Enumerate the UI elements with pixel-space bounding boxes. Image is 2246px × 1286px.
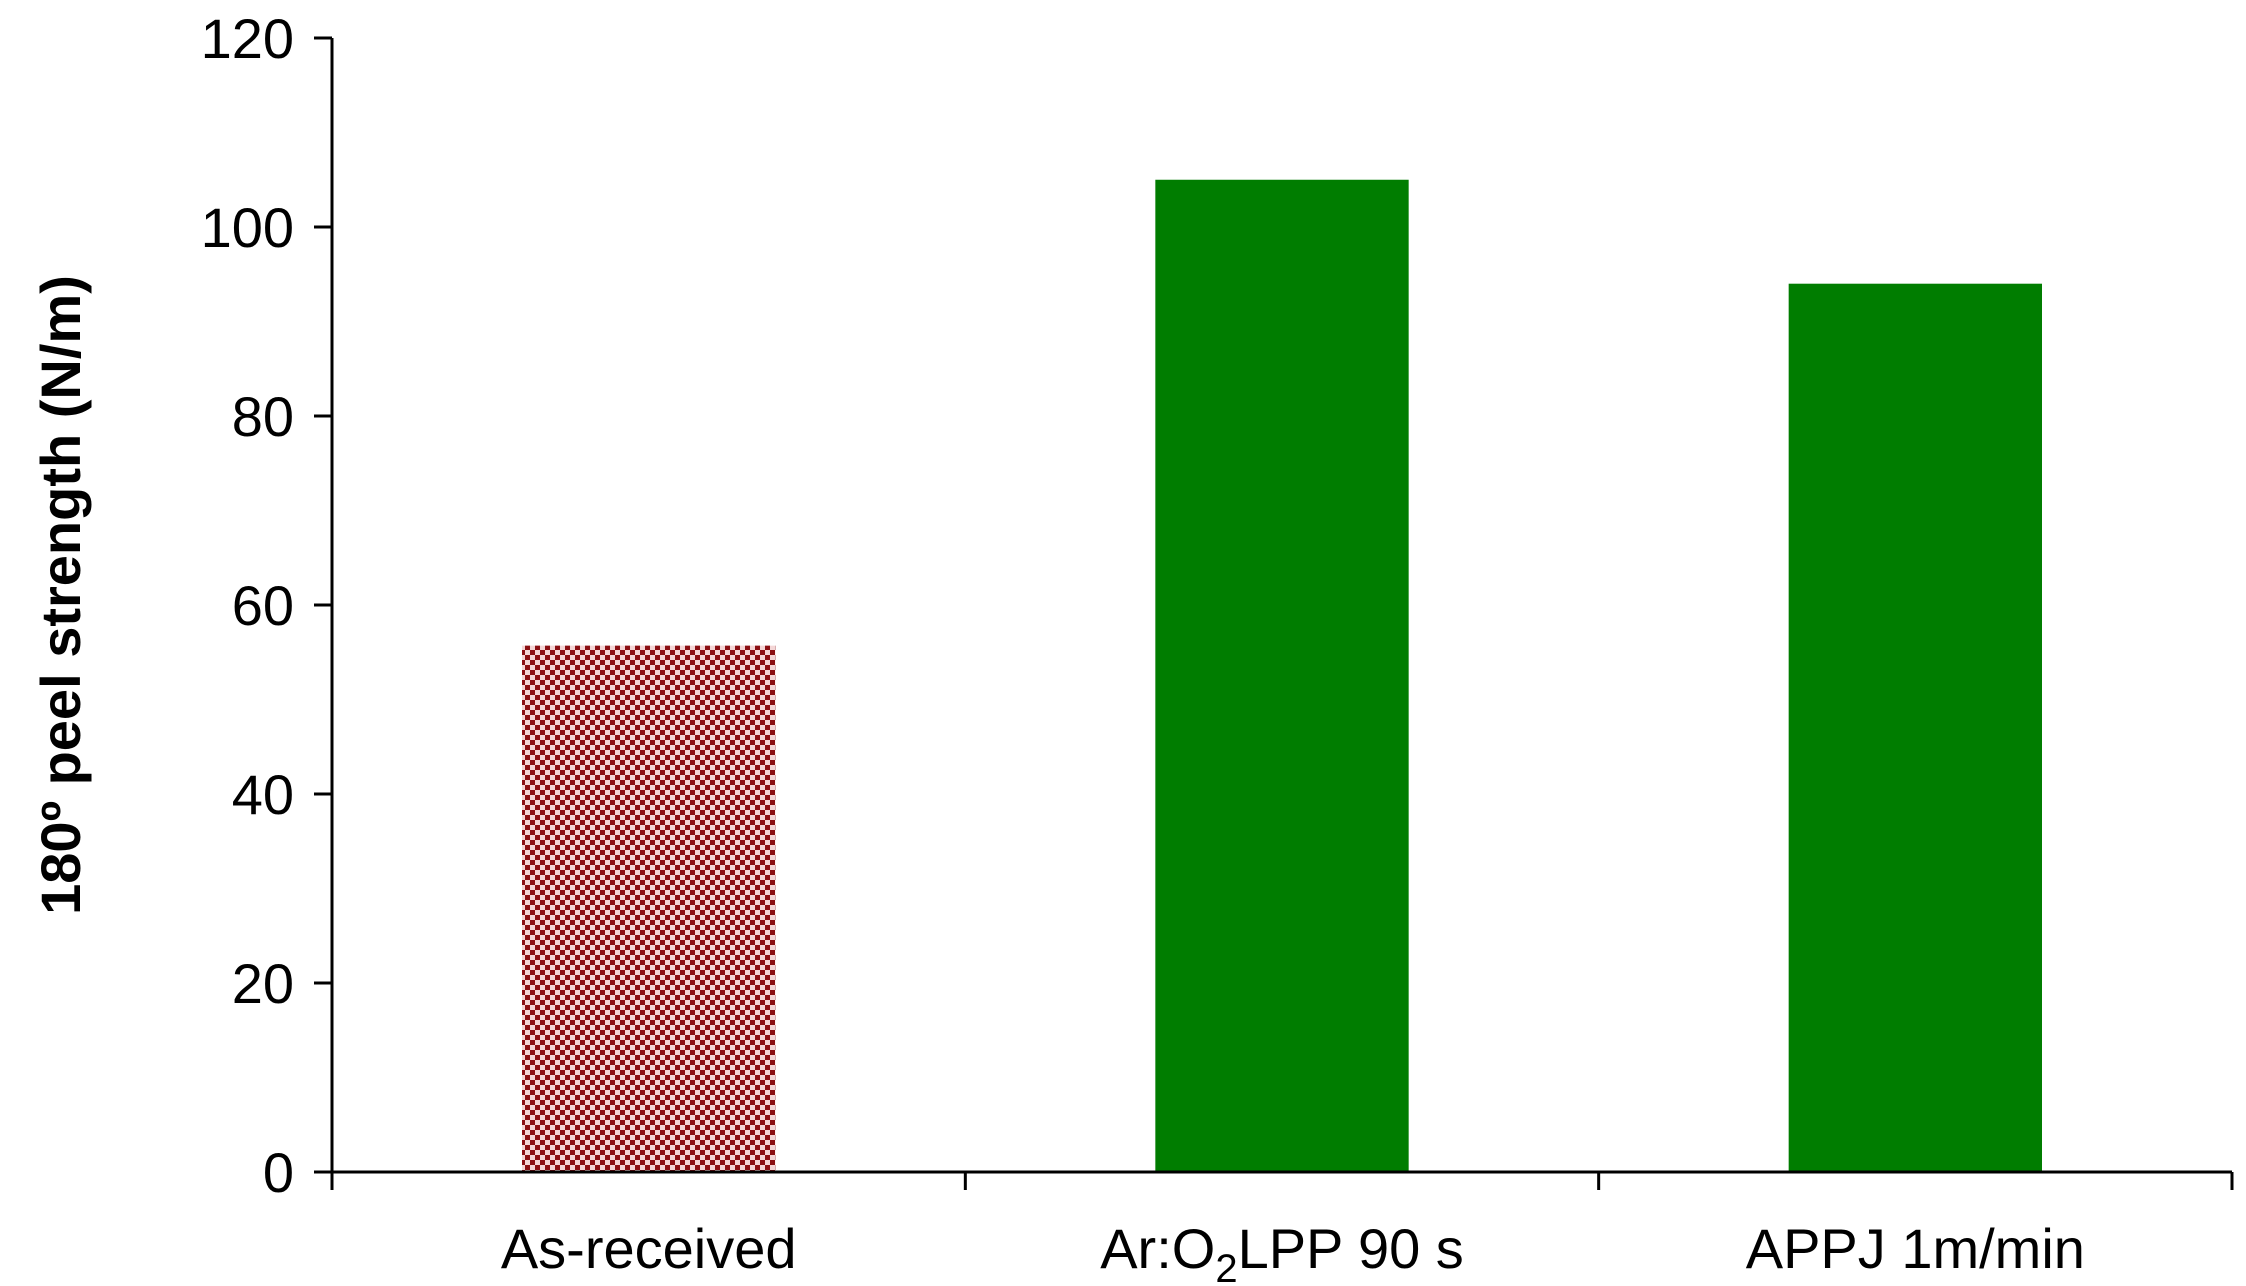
- y-tick-label: 60: [232, 574, 294, 637]
- y-tick-label: 100: [201, 196, 294, 259]
- bar-3: [1788, 283, 2042, 1172]
- bar-1: [522, 645, 776, 1172]
- bars-group: [522, 179, 2042, 1172]
- x-category-label: As-received: [501, 1217, 797, 1280]
- y-tick-label: 40: [232, 763, 294, 826]
- bar-2: [1155, 179, 1409, 1172]
- y-axis-title: 180º peel strength (N/m): [29, 275, 92, 915]
- y-tick-label: 80: [232, 385, 294, 448]
- y-ticks-group: 0 20 40 60 80 100 120: [201, 7, 332, 1204]
- x-category-label: APPJ 1m/min: [1746, 1217, 2085, 1280]
- y-tick-label: 20: [232, 952, 294, 1015]
- x-category-label: Ar:O2LPP 90 s: [1100, 1217, 1464, 1286]
- x-ticks-group: As-received Ar:O2LPP 90 s APPJ 1m/min: [330, 1172, 2234, 1286]
- y-tick-label: 120: [201, 7, 294, 70]
- y-tick-label: 0: [263, 1141, 294, 1204]
